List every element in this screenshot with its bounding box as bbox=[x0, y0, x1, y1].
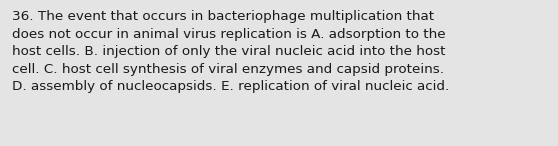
Text: 36. The event that occurs in bacteriophage multiplication that
does not occur in: 36. The event that occurs in bacteriopha… bbox=[12, 10, 450, 93]
